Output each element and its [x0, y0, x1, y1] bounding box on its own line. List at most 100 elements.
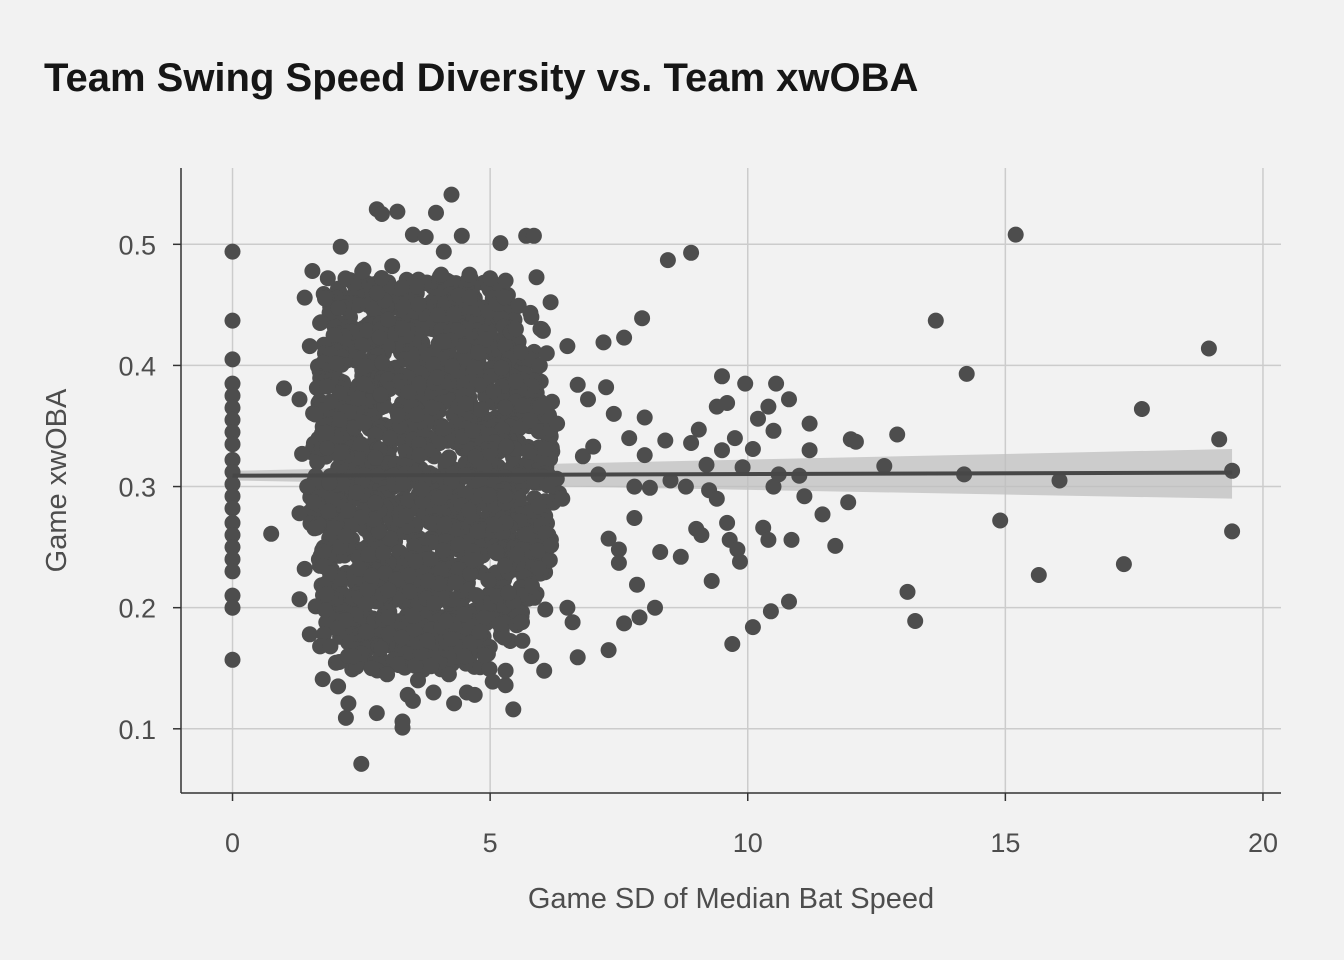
cluster-point: [456, 606, 473, 623]
cluster-point: [530, 560, 547, 577]
data-point: [296, 560, 313, 577]
data-point: [435, 243, 452, 260]
cluster-point: [356, 375, 373, 392]
tick-labels: 0 5 10 15 20 0.1 0.2 0.3 0.4 0.5: [118, 230, 1278, 858]
cluster-point: [422, 551, 439, 567]
cluster-point: [394, 279, 410, 296]
cluster-point: [464, 552, 481, 569]
cluster-point: [435, 333, 452, 350]
cluster-point: [326, 327, 343, 343]
data-point: [224, 551, 241, 568]
data-point: [314, 671, 331, 688]
data-point: [363, 660, 380, 677]
cluster-point: [309, 454, 326, 471]
data-point: [781, 593, 797, 610]
cluster-point: [390, 407, 406, 424]
data-point: [641, 479, 658, 496]
cluster-point: [352, 436, 369, 452]
data-points: [224, 186, 1241, 772]
data-point: [538, 345, 555, 362]
y-tick-label: 0.3: [118, 473, 156, 503]
cluster-point: [542, 294, 559, 311]
data-point: [224, 500, 241, 517]
y-tick-label: 0.5: [118, 230, 156, 260]
cluster-point: [381, 429, 398, 446]
cluster-point: [470, 344, 487, 361]
cluster-point: [537, 525, 553, 542]
data-point: [294, 445, 311, 462]
data-point: [340, 695, 357, 712]
data-point: [224, 488, 241, 505]
data-point: [1133, 401, 1150, 417]
data-point: [801, 415, 818, 432]
cluster-point: [308, 519, 325, 536]
data-point: [744, 441, 761, 457]
data-point: [927, 312, 944, 329]
data-point: [544, 393, 560, 410]
data-point: [428, 204, 444, 221]
cluster-point: [528, 269, 545, 286]
data-point: [559, 338, 576, 355]
cluster-point: [457, 395, 474, 412]
data-point: [647, 599, 663, 616]
cluster-point: [371, 329, 388, 346]
data-point: [440, 666, 457, 683]
cluster-point: [319, 378, 336, 395]
cluster-point: [353, 509, 370, 526]
cluster-point: [491, 616, 508, 632]
data-point: [569, 649, 586, 666]
cluster-point: [398, 507, 415, 524]
cluster-point: [400, 384, 417, 400]
cluster-point: [317, 290, 333, 307]
data-point: [1007, 226, 1024, 243]
cluster-point: [455, 338, 472, 354]
data-point: [304, 263, 321, 279]
data-point: [533, 321, 550, 338]
data-point: [330, 678, 347, 695]
data-point: [621, 430, 638, 447]
cluster-point: [537, 601, 554, 618]
cluster-point: [357, 358, 374, 374]
data-point: [322, 638, 339, 655]
cluster-point: [368, 285, 385, 301]
data-point: [443, 186, 460, 203]
data-point: [224, 424, 241, 441]
cluster-point: [468, 587, 485, 604]
data-point: [634, 310, 651, 327]
cluster-point: [433, 266, 450, 283]
cluster-point: [520, 443, 537, 460]
x-tick-label: 5: [483, 828, 498, 858]
data-point: [523, 309, 540, 325]
cluster-point: [462, 566, 479, 582]
data-point: [471, 623, 488, 640]
cluster-point: [497, 337, 514, 354]
data-point: [404, 692, 421, 709]
data-point: [224, 243, 241, 260]
cluster-point: [476, 647, 493, 664]
data-point: [750, 410, 766, 427]
cluster-point: [510, 297, 527, 314]
data-point: [1115, 556, 1132, 573]
cluster-point: [408, 278, 425, 295]
data-point: [737, 375, 754, 392]
cluster-point: [365, 300, 382, 317]
data-point: [497, 272, 514, 289]
cluster-point: [328, 355, 345, 372]
data-point: [299, 478, 316, 495]
data-point: [598, 379, 615, 396]
data-point: [224, 436, 241, 453]
cluster-point: [403, 350, 420, 367]
data-point: [497, 662, 514, 679]
data-point: [291, 591, 308, 608]
data-point: [693, 527, 710, 543]
cluster-point: [380, 582, 397, 599]
data-point: [456, 648, 473, 665]
cluster-point: [305, 494, 322, 511]
cluster-point: [316, 626, 332, 643]
cluster-point: [367, 449, 384, 466]
cluster-point: [477, 331, 494, 348]
cluster-point: [363, 567, 380, 584]
x-tick-label: 10: [733, 828, 763, 858]
cluster-point: [424, 515, 441, 532]
data-point: [616, 329, 633, 346]
